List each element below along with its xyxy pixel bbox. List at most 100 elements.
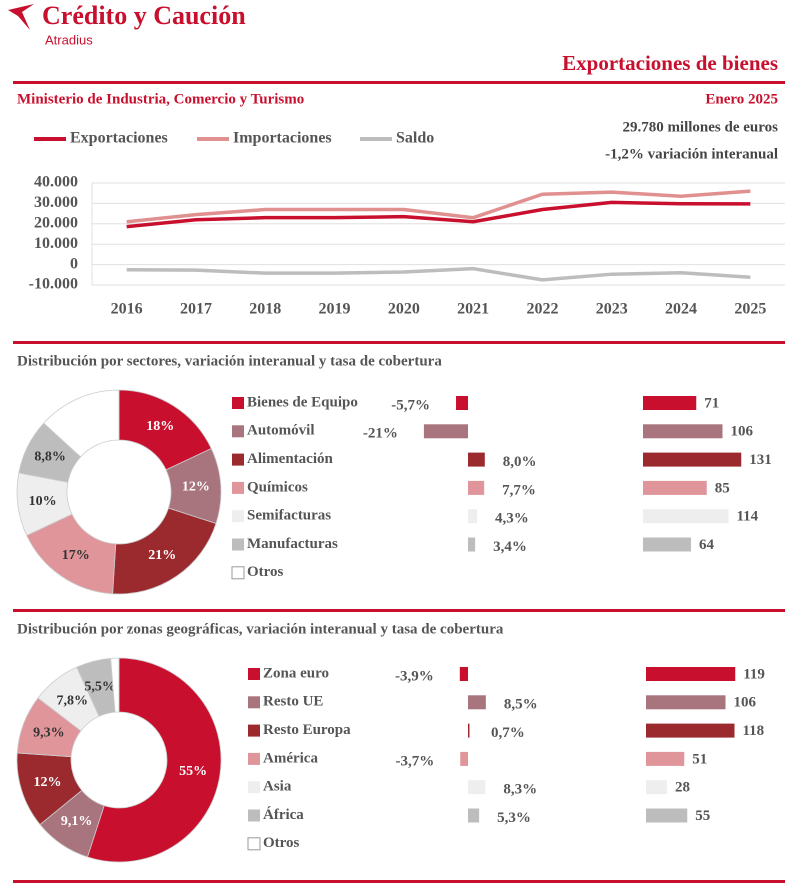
variation-bar — [423, 424, 468, 439]
variation-label: 3,4% — [493, 539, 527, 555]
variation-label: 7,7% — [502, 482, 536, 498]
legend-label: Resto Europa — [263, 722, 351, 738]
coverage-label: 51 — [692, 751, 707, 767]
data-label: 55% — [179, 764, 207, 779]
donut-segment — [110, 657, 120, 713]
legend-label: Químicos — [247, 479, 308, 495]
data-label: 10% — [29, 494, 57, 509]
variation-label: -5,7% — [391, 397, 430, 413]
legend-label: Bienes de Equipo — [247, 394, 358, 410]
legend-label: Zona euro — [263, 665, 329, 681]
coverage-label: 119 — [743, 666, 765, 682]
coverage-bar — [643, 396, 697, 410]
logo: Crédito y Caución — [42, 1, 246, 30]
section-title: Distribución por zonas geográficas, vari… — [17, 621, 504, 637]
variation-label: 0,7% — [491, 725, 525, 741]
legend-swatch — [248, 781, 260, 794]
variation-label: -3,7% — [395, 753, 434, 769]
coverage-label: 71 — [704, 395, 719, 411]
x-tick-label: 2020 — [388, 301, 420, 318]
data-label: 9,3% — [33, 726, 65, 741]
x-tick-label: 2025 — [734, 301, 766, 318]
data-label: 18% — [146, 419, 174, 434]
coverage-label: 106 — [734, 695, 757, 711]
x-tick-label: 2024 — [665, 301, 697, 318]
legend-swatch — [232, 481, 244, 494]
rule — [13, 81, 785, 84]
legend-swatch — [232, 510, 244, 523]
variation-label: 8,0% — [503, 454, 537, 470]
rule — [13, 880, 785, 883]
coverage-bar — [646, 723, 735, 738]
legend-label: Asia — [263, 779, 292, 795]
legend-label: Resto UE — [263, 694, 323, 710]
legend-swatch — [248, 724, 260, 737]
data-label: 12% — [34, 775, 62, 790]
x-tick-label: 2022 — [526, 301, 558, 318]
donut-segment — [43, 389, 120, 458]
variation-bar — [456, 396, 468, 410]
variation-label: 8,3% — [503, 782, 537, 798]
legend-swatch — [247, 837, 261, 851]
variation-label: 4,3% — [495, 511, 529, 527]
change: -1,2% variación interanual — [605, 146, 778, 162]
variation-bar — [468, 723, 470, 738]
x-tick-label: 2018 — [249, 301, 281, 318]
x-tick-label: 2017 — [180, 301, 212, 318]
data-label: 17% — [62, 548, 90, 563]
section-title: Distribución por sectores, variación int… — [17, 353, 442, 369]
data-label: 5,5% — [84, 680, 116, 695]
donut-segment — [86, 657, 222, 863]
coverage-bar — [646, 667, 736, 681]
coverage-label: 28 — [675, 780, 690, 796]
coverage-bar — [646, 751, 685, 766]
coverage-label: 131 — [749, 452, 772, 468]
coverage-bar — [646, 780, 667, 795]
legend-label: Otros — [263, 835, 300, 851]
variation-label: 8,5% — [504, 697, 538, 713]
variation-label: -3,9% — [395, 668, 434, 684]
coverage-label: 55 — [695, 808, 710, 824]
variation-bar — [459, 667, 468, 681]
line-series — [126, 266, 751, 282]
source: Ministerio de Industria, Comercio y Turi… — [17, 91, 304, 107]
legend-swatch — [232, 453, 244, 466]
page-title: Exportaciones de bienes — [562, 51, 778, 75]
variation-label: 5,3% — [497, 810, 531, 826]
legend-swatch — [248, 752, 260, 765]
legend-swatch — [232, 538, 244, 551]
coverage-label: 64 — [699, 537, 715, 553]
legend-swatch — [248, 809, 260, 822]
variation-bar — [468, 480, 485, 495]
variation-bar — [468, 808, 480, 823]
y-tick-label: 40.000 — [34, 174, 78, 191]
legend-swatch — [232, 397, 244, 409]
legend-label: Otros — [247, 564, 284, 580]
x-tick-label: 2016 — [111, 301, 143, 318]
brand: Atradius — [45, 32, 93, 47]
legend-swatch — [248, 668, 260, 680]
logo-icon — [8, 4, 34, 30]
coverage-label: 118 — [743, 723, 765, 739]
period: Enero 2025 — [705, 91, 778, 107]
y-tick-label: -10.000 — [29, 276, 78, 293]
y-tick-label: 10.000 — [34, 235, 78, 252]
coverage-bar — [643, 537, 691, 552]
y-tick-label: 20.000 — [34, 214, 78, 231]
coverage-bar — [646, 808, 688, 823]
legend-swatch — [232, 425, 244, 438]
x-tick-label: 2023 — [596, 301, 628, 318]
total: 29.780 millones de euros — [622, 119, 778, 135]
coverage-bar — [646, 695, 726, 710]
y-tick-label: 30.000 — [34, 194, 78, 211]
data-label: 8,8% — [34, 450, 66, 465]
line-series — [126, 189, 751, 224]
coverage-label: 114 — [737, 509, 759, 525]
variation-bar — [468, 452, 485, 467]
variation-bar — [468, 537, 476, 552]
data-label: 9,1% — [61, 814, 93, 829]
data-label: 12% — [182, 479, 210, 494]
legend-label: Exportaciones — [70, 130, 168, 147]
rule — [13, 609, 785, 612]
